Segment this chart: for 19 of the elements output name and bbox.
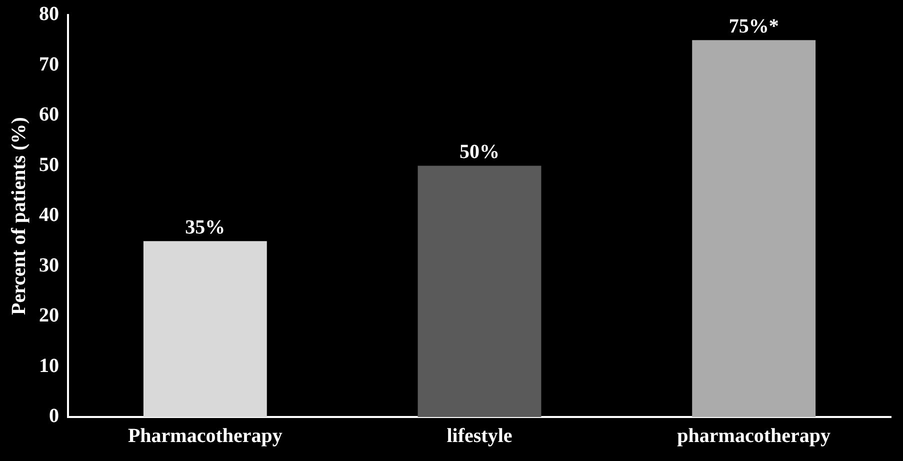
data-label: 50% [460,140,500,163]
x-tick-label: Pharmacotherapy [128,425,282,448]
data-label: 75%* [728,15,779,38]
data-label: 35% [185,216,226,238]
y-tick-label: 70 [39,53,59,76]
y-tick-label: 60 [39,104,59,126]
y-tick-label: 10 [39,354,59,377]
y-axis-title: Percent of patients (%) [8,117,30,315]
bar [418,166,542,417]
bar [143,241,267,417]
y-tick-label: 50 [39,154,59,176]
y-tick-label: 30 [39,254,59,276]
x-tick-label: pharmacotherapy [677,425,830,448]
y-tick-label: 40 [39,204,59,226]
y-tick-label: 0 [49,405,59,428]
bar [692,40,816,417]
y-tick-label: 20 [39,304,59,327]
y-tick-label: 80 [39,3,59,26]
x-tick-label: lifestyle [446,425,512,448]
